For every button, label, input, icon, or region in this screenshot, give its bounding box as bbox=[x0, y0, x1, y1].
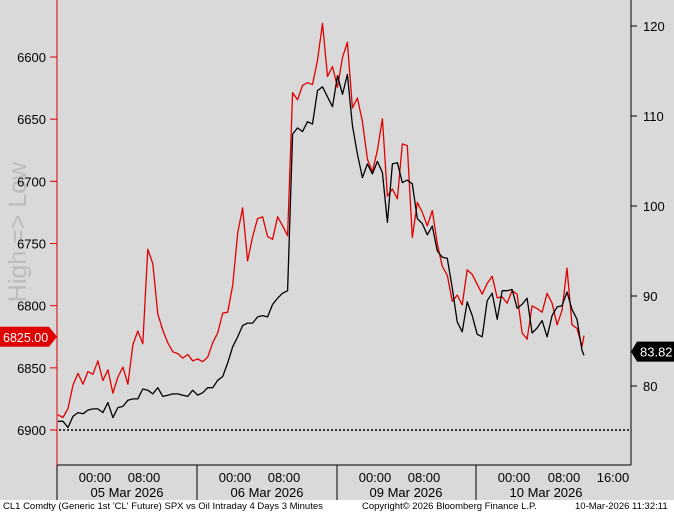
left-axis-tick-label: 6600 bbox=[17, 50, 46, 65]
left-axis-tick-label: 6750 bbox=[17, 237, 46, 252]
chart-footer-title: CL1 Comdty (Generic 1st 'CL' Future) SPX… bbox=[3, 501, 323, 512]
x-axis-time-label: 08:00 bbox=[548, 470, 581, 485]
x-axis-time-label: 16:00 bbox=[597, 470, 630, 485]
left-axis-tick-label: 6900 bbox=[17, 423, 46, 438]
x-axis-time-label: 08:00 bbox=[128, 470, 161, 485]
left-axis-area bbox=[0, 0, 57, 465]
series-line-spx bbox=[58, 73, 585, 429]
right-value-marker bbox=[631, 341, 674, 362]
right-axis-tick-label: 80 bbox=[643, 379, 657, 394]
right-value-marker-label: 83.82 bbox=[640, 345, 673, 360]
x-axis-day-label: 05 Mar 2026 bbox=[91, 485, 164, 500]
series-line-oil bbox=[57, 22, 585, 419]
right-axis-tick-label: 110 bbox=[643, 109, 664, 124]
left-value-marker bbox=[0, 326, 57, 347]
footer-timestamp: 10-Mar-2026 11:32:11 bbox=[575, 501, 668, 512]
left-value-marker-label: 6825.00 bbox=[3, 331, 48, 345]
x-axis-time-label: 08:00 bbox=[408, 470, 441, 485]
plot-area bbox=[57, 0, 631, 465]
x-axis-day-label: 10 Mar 2026 bbox=[510, 485, 583, 500]
x-axis-day-label: 06 Mar 2026 bbox=[231, 485, 304, 500]
copyright-notice: Copyright© 2026 Bloomberg Finance L.P. bbox=[362, 501, 537, 512]
watermark-label: High => Low bbox=[4, 161, 32, 302]
x-axis-time-label: 00:00 bbox=[498, 470, 531, 485]
x-axis-day-label: 09 Mar 2026 bbox=[370, 485, 443, 500]
x-axis-time-label: 00:00 bbox=[219, 470, 252, 485]
right-axis-tick-label: 100 bbox=[643, 199, 665, 214]
x-axis-time-label: 08:00 bbox=[268, 470, 301, 485]
left-axis-tick-label: 6700 bbox=[17, 174, 46, 189]
x-axis-time-label: 00:00 bbox=[79, 470, 112, 485]
x-axis-time-label: 00:00 bbox=[359, 470, 392, 485]
right-axis-area bbox=[631, 0, 674, 465]
left-axis-tick-label: 6800 bbox=[17, 299, 46, 314]
right-axis-tick-label: 90 bbox=[643, 289, 657, 304]
right-axis-tick-label: 120 bbox=[643, 19, 665, 34]
left-axis-tick-label: 6650 bbox=[17, 112, 46, 127]
left-axis-tick-label: 6850 bbox=[17, 361, 46, 376]
